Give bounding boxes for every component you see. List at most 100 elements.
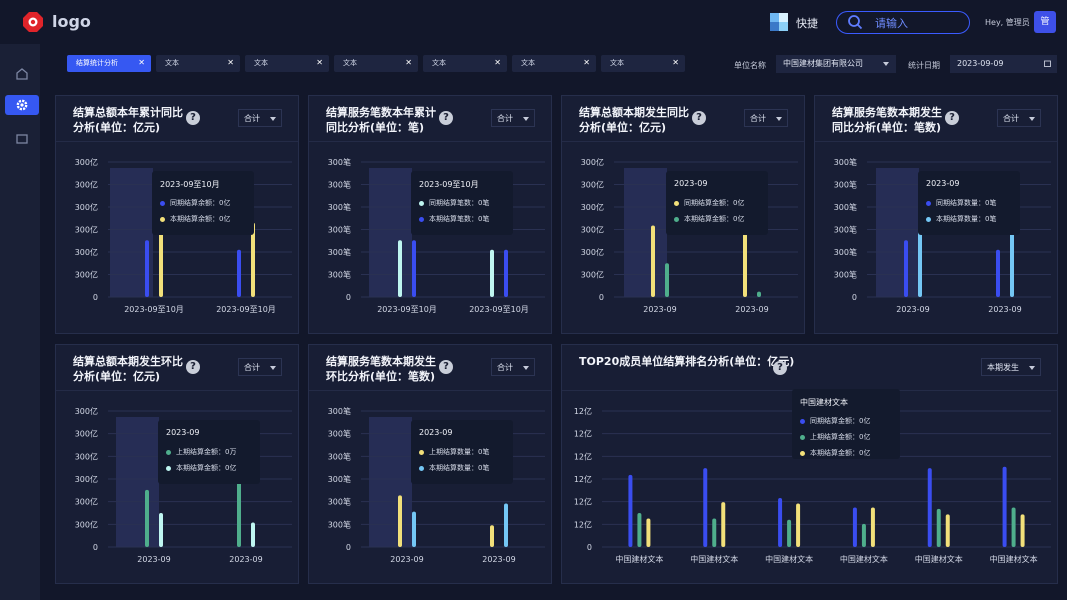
bar[interactable] [861, 523, 866, 547]
bar[interactable] [721, 502, 726, 547]
y-tick-label: 0 [599, 293, 604, 302]
bar[interactable] [237, 249, 241, 297]
chart-tooltip: 2023-09 上期结算数量：0笔 本期结算数量：0笔 [411, 420, 513, 484]
bar[interactable] [1011, 507, 1016, 547]
sidebar-item-settings[interactable] [5, 95, 39, 115]
close-icon[interactable]: ✕ [405, 58, 412, 67]
card-divider [815, 141, 1057, 142]
bar[interactable] [703, 468, 708, 547]
bar[interactable] [145, 489, 149, 547]
y-tick-label: 300亿 [75, 474, 98, 484]
bar[interactable] [665, 263, 669, 297]
tab-2[interactable]: 文本 ✕ [245, 55, 329, 72]
bar[interactable] [490, 525, 494, 547]
calendar-icon[interactable] [1044, 60, 1051, 67]
bar[interactable] [398, 240, 402, 297]
tab-1[interactable]: 文本 ✕ [156, 55, 240, 72]
bar[interactable] [1002, 466, 1007, 547]
help-icon[interactable]: ? [186, 111, 200, 125]
tab-6[interactable]: 文本 ✕ [601, 55, 685, 72]
top-bar: logo 快捷 Hey, 管理员 管 [0, 0, 1067, 44]
tooltip-row: 同期结算余额：0亿 [160, 198, 230, 208]
search-input[interactable] [873, 13, 967, 33]
help-icon[interactable]: ? [692, 111, 706, 125]
bar[interactable] [743, 233, 747, 297]
x-tick-label: 2023-09至10月 [124, 305, 184, 314]
aggregate-select[interactable]: 本期发生 [981, 358, 1041, 376]
search-box[interactable] [836, 11, 970, 34]
sidebar-item-home[interactable] [5, 64, 39, 84]
bar[interactable] [712, 518, 717, 547]
bar[interactable] [251, 222, 255, 297]
bar[interactable] [787, 519, 792, 547]
bar[interactable] [504, 249, 508, 297]
aggregate-select[interactable]: 合计 [238, 358, 282, 376]
avatar[interactable]: 管 [1034, 11, 1056, 33]
search-icon[interactable] [847, 14, 863, 30]
bar[interactable] [996, 249, 1000, 297]
bar[interactable] [1020, 514, 1025, 547]
bar[interactable] [936, 508, 941, 547]
y-tick-label: 0 [852, 293, 857, 302]
close-icon[interactable]: ✕ [494, 58, 501, 67]
close-icon[interactable]: ✕ [583, 58, 590, 67]
date-picker[interactable]: 2023-09-09 [950, 55, 1057, 73]
y-tick-label: 300笔 [328, 202, 351, 212]
bar[interactable] [412, 511, 416, 547]
bar[interactable] [945, 514, 950, 547]
help-icon[interactable]: ? [773, 361, 787, 375]
bar[interactable] [490, 249, 494, 297]
help-icon[interactable]: ? [186, 360, 200, 374]
bar[interactable] [757, 291, 761, 297]
help-icon[interactable]: ? [439, 111, 453, 125]
tab-5[interactable]: 文本 ✕ [512, 55, 596, 72]
tooltip-title: 2023-09 [166, 428, 200, 437]
help-icon[interactable]: ? [945, 111, 959, 125]
bar[interactable] [1010, 222, 1014, 297]
tab-3[interactable]: 文本 ✕ [334, 55, 418, 72]
aggregate-select[interactable]: 合计 [238, 109, 282, 127]
card-title: 结算总额本期发生同比 分析(单位：亿元) [579, 106, 689, 134]
unit-select[interactable]: 中国建材集团有限公司 [776, 55, 896, 73]
bar[interactable] [651, 225, 655, 297]
bar[interactable] [927, 468, 932, 547]
sidebar-item-screen[interactable] [5, 129, 39, 149]
aggregate-select[interactable]: 合计 [997, 109, 1041, 127]
aggregate-select[interactable]: 合计 [491, 358, 535, 376]
bar[interactable] [628, 474, 633, 547]
legend-dot [166, 449, 171, 455]
tooltip-title: 2023-09 [419, 428, 453, 437]
bar[interactable] [398, 495, 402, 547]
tooltip-row: 本期结算金额：0亿 [800, 448, 870, 458]
bar[interactable] [504, 503, 508, 547]
bar[interactable] [159, 513, 163, 547]
y-tick-label: 300亿 [75, 451, 98, 461]
chart-tooltip: 2023-09 同期结算数量：0笔 本期结算数量：0笔 [918, 171, 1020, 235]
bar[interactable] [251, 522, 255, 547]
x-tick-label: 2023-09 [735, 305, 768, 314]
y-tick-label: 300笔 [328, 270, 351, 280]
bar[interactable] [870, 507, 875, 547]
bar[interactable] [904, 240, 908, 297]
tab-4[interactable]: 文本 ✕ [423, 55, 507, 72]
bar[interactable] [237, 470, 241, 547]
close-icon[interactable]: ✕ [138, 58, 145, 67]
bar[interactable] [412, 240, 416, 297]
close-icon[interactable]: ✕ [672, 58, 679, 67]
aggregate-select[interactable]: 合计 [744, 109, 788, 127]
quick-access-icon[interactable] [770, 13, 788, 31]
close-icon[interactable]: ✕ [227, 58, 234, 67]
select-value: 合计 [750, 114, 766, 123]
tooltip-row: 同期结算金额：0亿 [674, 198, 744, 208]
tab-0[interactable]: 结算统计分析 ✕ [67, 55, 151, 72]
help-icon[interactable]: ? [439, 360, 453, 374]
bar[interactable] [646, 518, 651, 547]
bar[interactable] [796, 503, 801, 547]
close-icon[interactable]: ✕ [316, 58, 323, 67]
quick-access-label[interactable]: 快捷 [796, 17, 818, 30]
bar[interactable] [145, 240, 149, 297]
aggregate-select[interactable]: 合计 [491, 109, 535, 127]
bar[interactable] [778, 498, 783, 547]
bar[interactable] [637, 513, 642, 547]
bar[interactable] [852, 507, 857, 547]
